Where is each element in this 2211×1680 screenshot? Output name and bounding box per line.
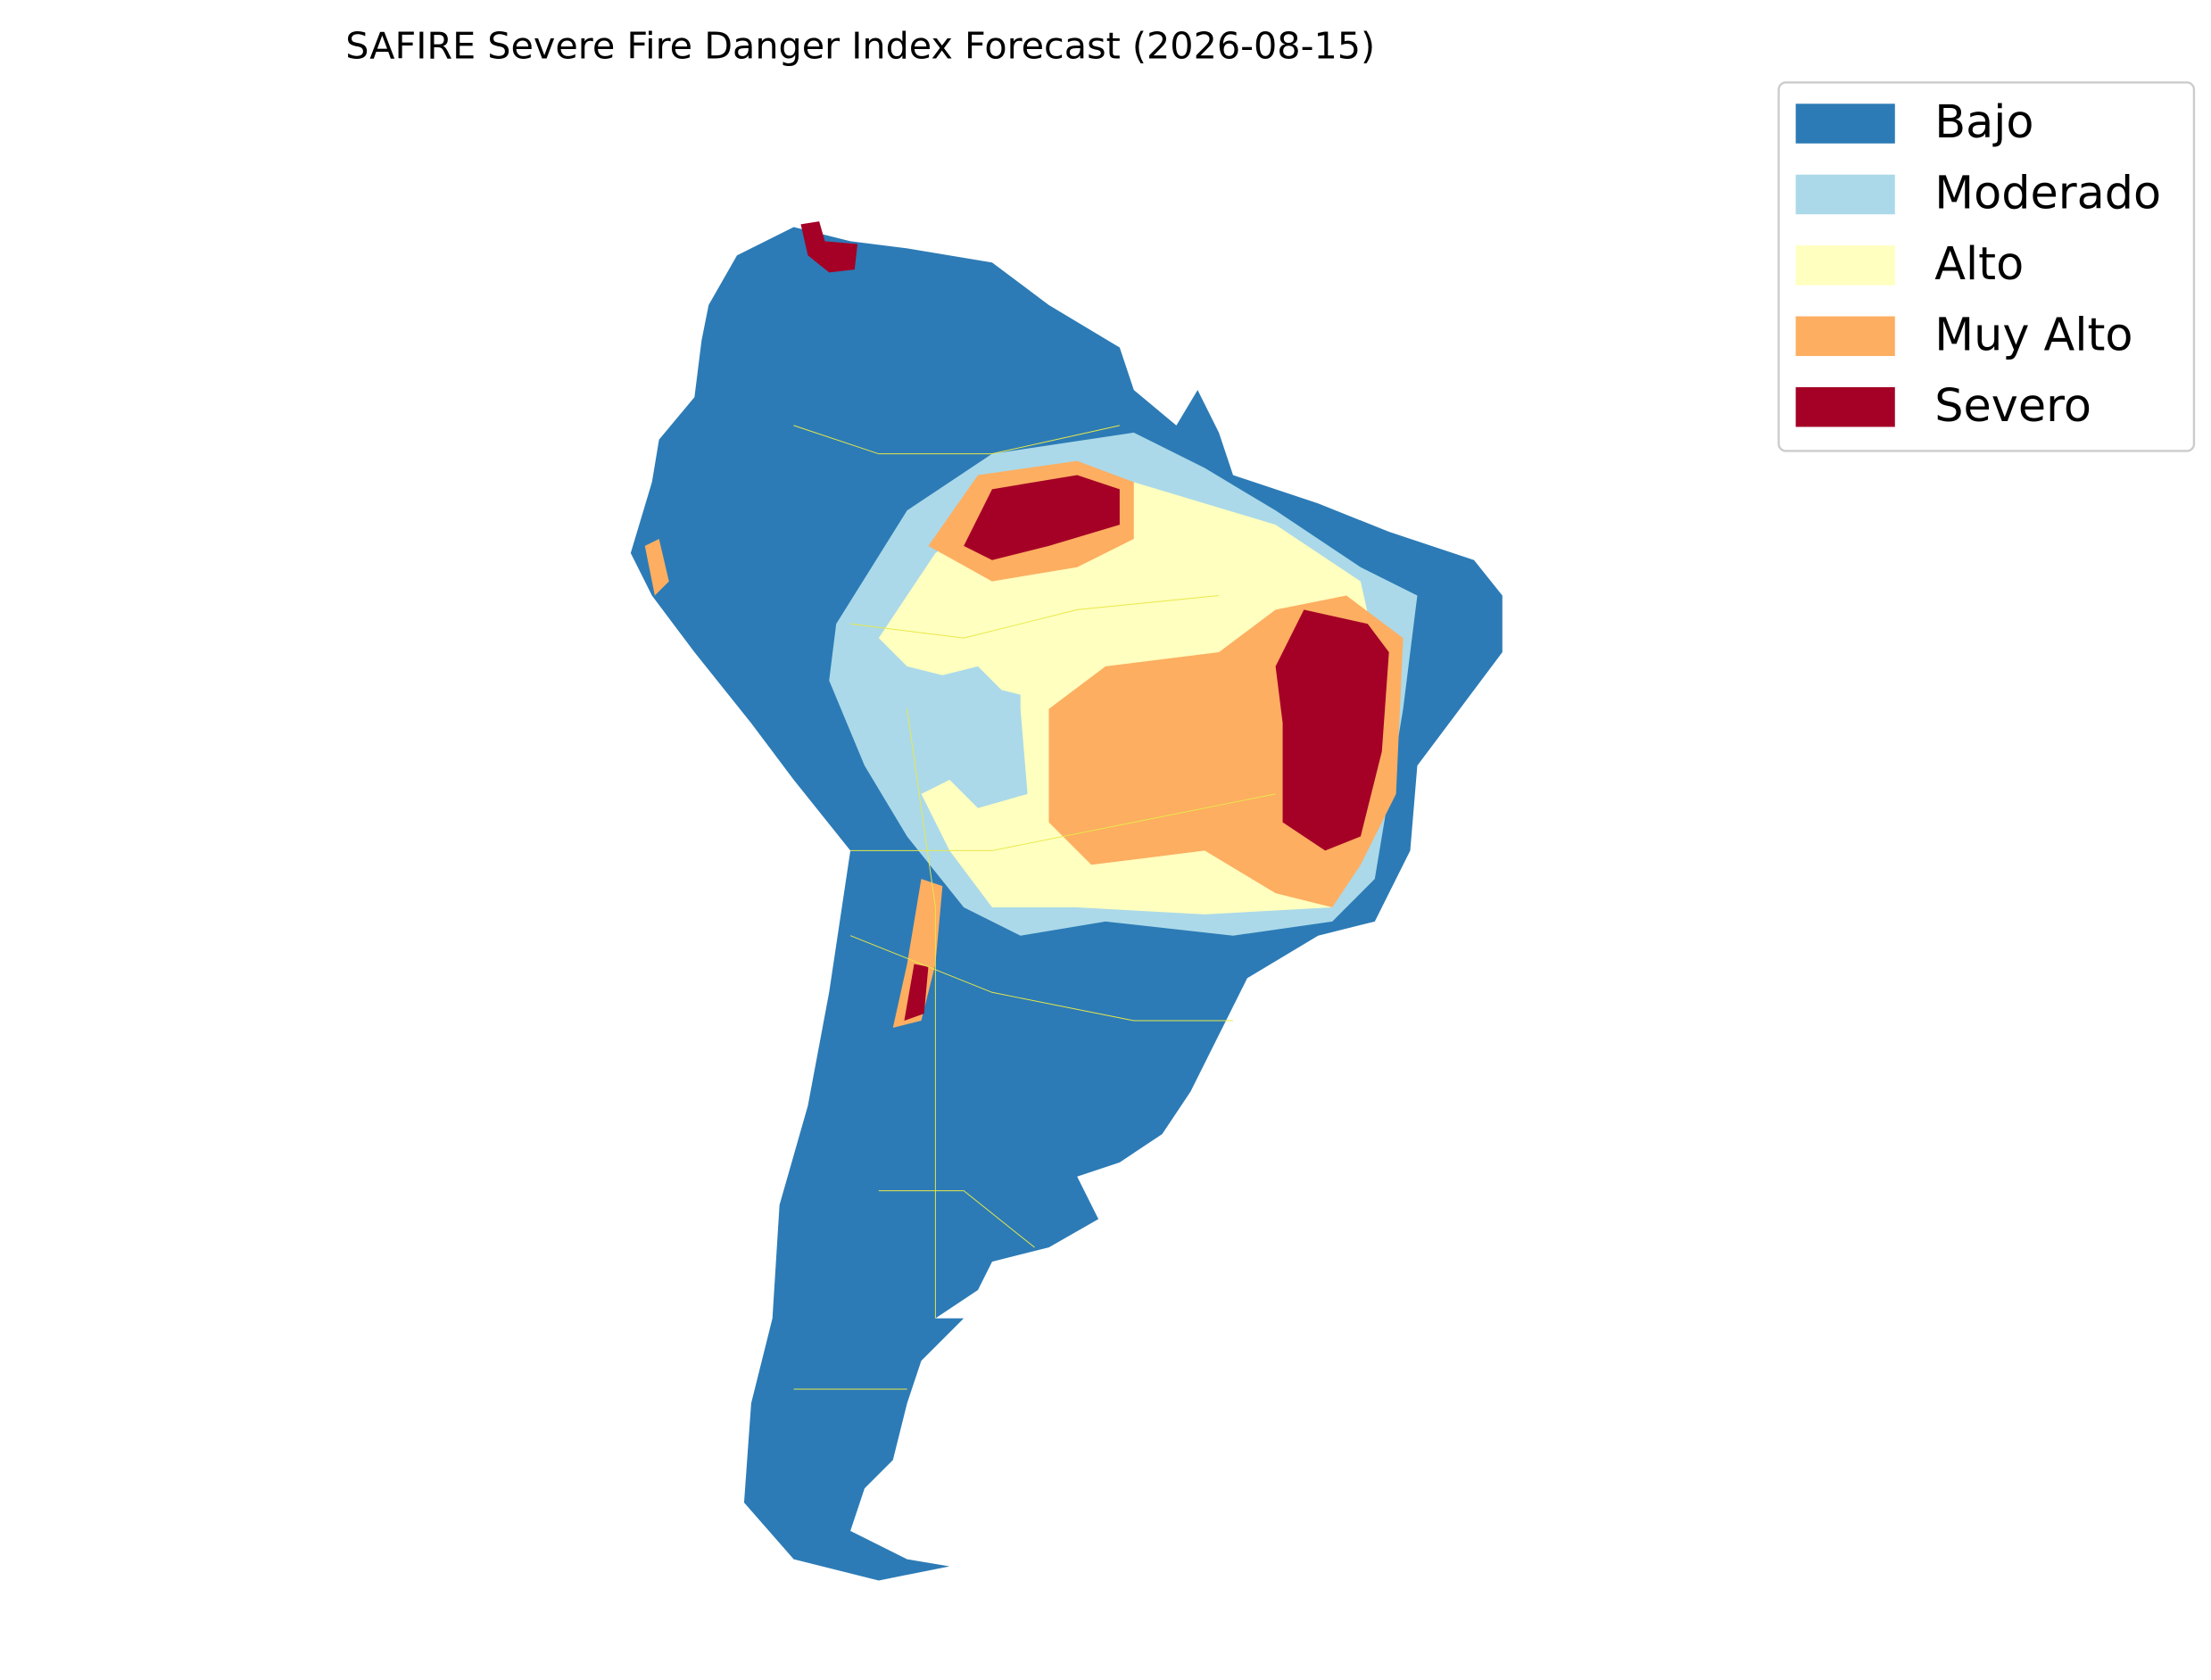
legend-swatch <box>1795 386 1895 427</box>
severe-zone <box>1275 609 1389 851</box>
north-severe <box>800 221 858 273</box>
legend-swatch <box>1795 245 1895 286</box>
map-title: SAFIRE Severe Fire Danger Index Forecast… <box>345 24 1375 67</box>
legend-label: Muy Alto <box>1934 308 2132 360</box>
legend-label: Alto <box>1934 237 2024 290</box>
legend-label: Bajo <box>1934 95 2033 148</box>
legend: Bajo Moderado Alto Muy Alto Severo <box>1795 95 2161 432</box>
map-regions <box>630 221 1503 1581</box>
peru-patch <box>644 538 669 596</box>
legend-label: Moderado <box>1934 167 2161 219</box>
legend-swatch <box>1795 316 1895 357</box>
legend-swatch <box>1795 103 1895 144</box>
legend-swatch <box>1795 174 1895 215</box>
legend-label: Severo <box>1934 379 2091 432</box>
andes-severe <box>904 964 929 1022</box>
moderate-patch <box>921 666 1028 808</box>
severe-zone <box>964 475 1120 560</box>
legend-box <box>1777 81 2196 452</box>
andes-strip <box>892 879 943 1028</box>
borders <box>793 425 1276 1390</box>
